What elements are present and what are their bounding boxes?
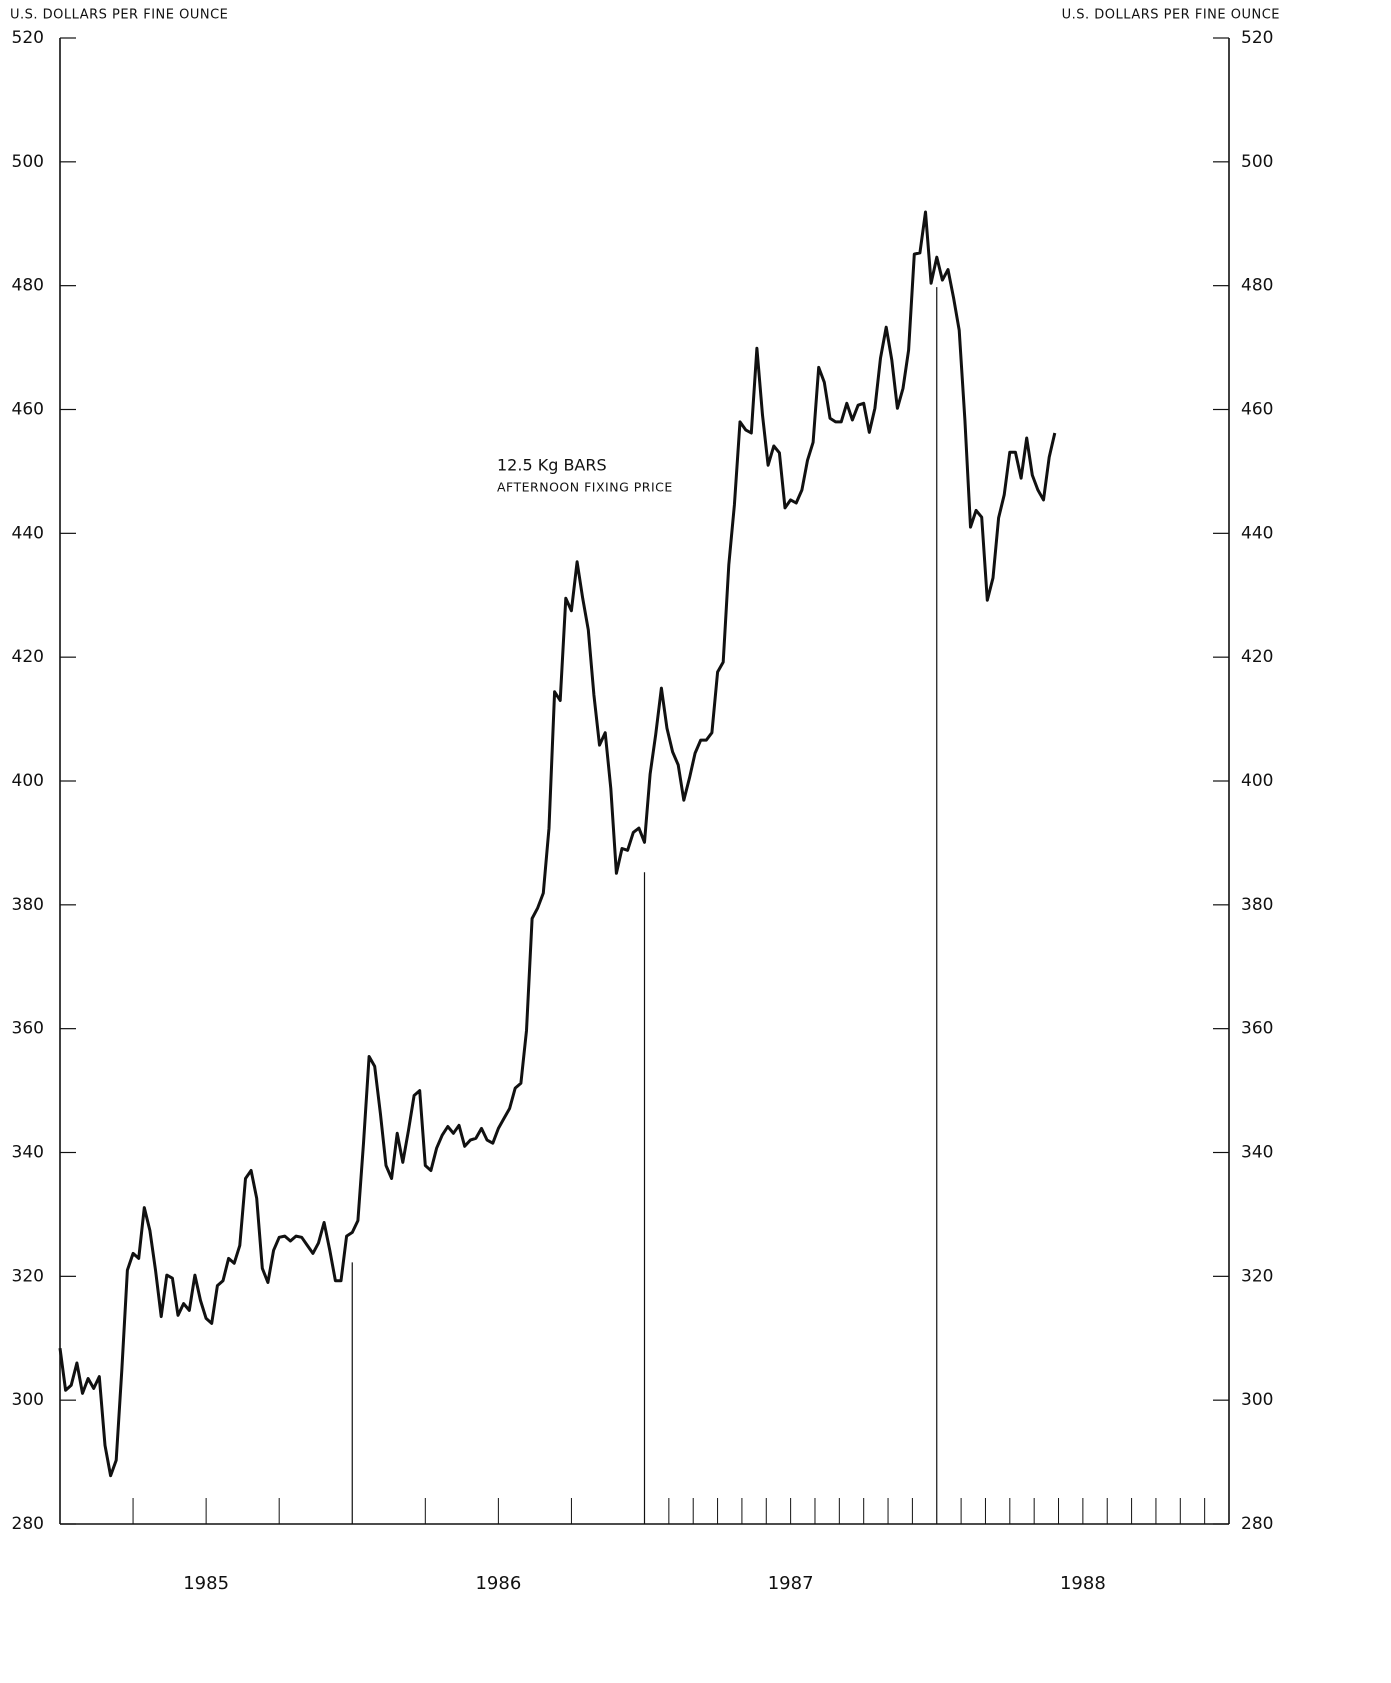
x-tick-label: 1986	[475, 1573, 521, 1594]
y-tick-label: 440	[12, 523, 44, 543]
y2-tick-label: 520	[1241, 28, 1273, 48]
y-tick-label: 300	[12, 1390, 44, 1410]
y2-tick-label: 400	[1241, 771, 1273, 791]
x-tick-label: 1985	[183, 1573, 229, 1594]
price-line	[58, 210, 1057, 1478]
y-tick-label: 400	[12, 771, 44, 791]
y-tick-label: 380	[12, 895, 44, 915]
y-tick-label: 460	[12, 400, 44, 420]
y2-tick-label: 320	[1241, 1266, 1273, 1286]
x-tick-label: 1988	[1060, 1573, 1106, 1594]
y2-tick-label: 500	[1241, 152, 1273, 172]
y-tick-label: 360	[12, 1019, 44, 1039]
y-tick-label: 280	[12, 1514, 44, 1534]
y-tick-label: 420	[12, 647, 44, 667]
y2-tick-label: 360	[1241, 1019, 1273, 1039]
y2-tick-label: 440	[1241, 523, 1273, 543]
y-tick-label: 340	[12, 1143, 44, 1163]
y-axis-label: U.S. DOLLARS PER FINE OUNCE	[10, 8, 228, 23]
y-tick-label: 480	[12, 276, 44, 296]
y2-tick-label: 340	[1241, 1143, 1273, 1163]
y2-tick-label: 280	[1241, 1514, 1273, 1534]
y-tick-label: 500	[12, 152, 44, 172]
y2-tick-label: 380	[1241, 895, 1273, 915]
annotation-title: 12.5 Kg BARS	[497, 456, 607, 475]
y2-tick-label: 480	[1241, 276, 1273, 296]
y2-tick-label: 460	[1241, 400, 1273, 420]
y2-tick-label: 420	[1241, 647, 1273, 667]
y-tick-label: 520	[12, 28, 44, 48]
y-tick-label: 320	[12, 1266, 44, 1286]
y2-tick-label: 300	[1241, 1390, 1273, 1410]
x-tick-label: 1987	[768, 1573, 814, 1594]
annotation-subtitle: AFTERNOON FIXING PRICE	[497, 480, 673, 495]
y2-axis-label: U.S. DOLLARS PER FINE OUNCE	[1062, 8, 1280, 23]
